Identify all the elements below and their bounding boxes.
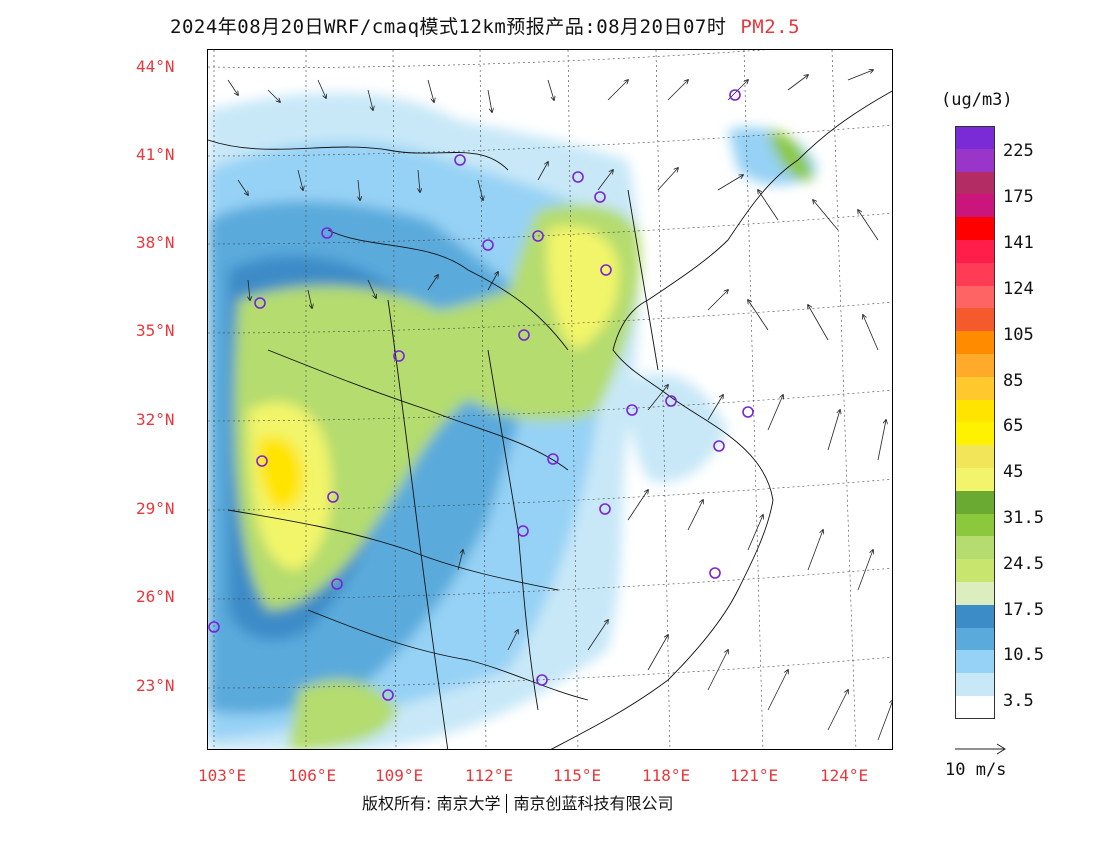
color-swatch <box>955 376 995 400</box>
lat-label-29: 29°N <box>136 499 175 518</box>
color-swatch <box>955 536 995 560</box>
legend-label: 31.5 <box>1003 508 1044 528</box>
color-swatch <box>955 126 995 149</box>
lon-label-109: 109°E <box>375 766 424 785</box>
color-swatch <box>955 148 995 172</box>
lat-label-38: 38°N <box>136 233 175 252</box>
color-swatch <box>955 262 995 286</box>
lon-label-115: 115°E <box>553 766 602 785</box>
lat-label-35: 35°N <box>136 321 175 340</box>
color-swatch <box>955 673 995 696</box>
color-swatch <box>955 490 995 514</box>
lon-label-124: 124°E <box>820 766 869 785</box>
color-swatch <box>955 445 995 468</box>
legend-label: 10.5 <box>1003 645 1044 665</box>
lat-label-32: 32°N <box>136 410 175 429</box>
legend-label: 225 <box>1003 141 1034 161</box>
color-swatch <box>955 467 995 491</box>
color-swatch <box>955 581 995 605</box>
legend-label: 175 <box>1003 187 1034 207</box>
color-swatch <box>955 695 995 719</box>
reference-vector-arrow <box>955 743 1006 755</box>
lat-label-44: 44°N <box>136 57 175 76</box>
color-swatch <box>955 422 995 446</box>
lat-label-23: 23°N <box>136 676 175 695</box>
title-text: 2024年08月20日WRF/cmaq模式12km预报产品:08月20日07时 <box>170 16 727 38</box>
legend-label: 105 <box>1003 325 1034 345</box>
legend-label: 141 <box>1003 233 1034 253</box>
color-swatch <box>955 194 995 218</box>
legend-label: 17.5 <box>1003 600 1044 620</box>
lon-label-103: 103°E <box>198 766 247 785</box>
company-name: 南京创蓝科技有限公司 <box>513 794 674 813</box>
legend-label: 124 <box>1003 279 1034 299</box>
color-swatch <box>955 353 995 377</box>
legend-label: 45 <box>1003 462 1024 482</box>
legend-label: 65 <box>1003 416 1024 436</box>
copyright-text: 版权所有: 南京大学 <box>362 794 501 813</box>
legend-unit: (ug/m3) <box>941 90 1013 110</box>
wind-vectors <box>227 70 892 741</box>
color-swatch <box>955 308 995 332</box>
color-swatch <box>955 331 995 354</box>
boundaries <box>208 90 892 749</box>
pm25-field <box>208 50 892 749</box>
color-swatch <box>955 399 995 423</box>
color-swatch <box>955 627 995 651</box>
station-markers <box>208 89 754 701</box>
copyright-line: 版权所有: 南京大学 南京创蓝科技有限公司 <box>362 790 674 814</box>
reference-vector-label: 10 m/s <box>945 760 1007 780</box>
pollutant-label: PM2.5 <box>740 16 801 38</box>
color-swatch <box>955 513 995 537</box>
map-panel[interactable] <box>207 49 893 750</box>
color-swatch <box>955 559 995 582</box>
legend-label: 85 <box>1003 371 1024 391</box>
map-title: 2024年08月20日WRF/cmaq模式12km预报产品:08月20日07时 P… <box>170 12 800 39</box>
color-swatch <box>955 239 995 263</box>
legend-label: 3.5 <box>1003 691 1034 711</box>
lon-label-118: 118°E <box>642 766 691 785</box>
lon-label-106: 106°E <box>288 766 337 785</box>
color-swatch <box>955 650 995 674</box>
color-bar <box>955 126 995 719</box>
color-swatch <box>955 171 995 195</box>
legend-label: 24.5 <box>1003 554 1044 574</box>
lat-label-41: 41°N <box>136 145 175 164</box>
color-swatch <box>955 604 995 628</box>
lat-label-26: 26°N <box>136 587 175 606</box>
lon-label-121: 121°E <box>730 766 779 785</box>
color-swatch <box>955 217 995 240</box>
lon-label-112: 112°E <box>465 766 514 785</box>
graticule <box>208 50 892 749</box>
color-swatch <box>955 285 995 309</box>
